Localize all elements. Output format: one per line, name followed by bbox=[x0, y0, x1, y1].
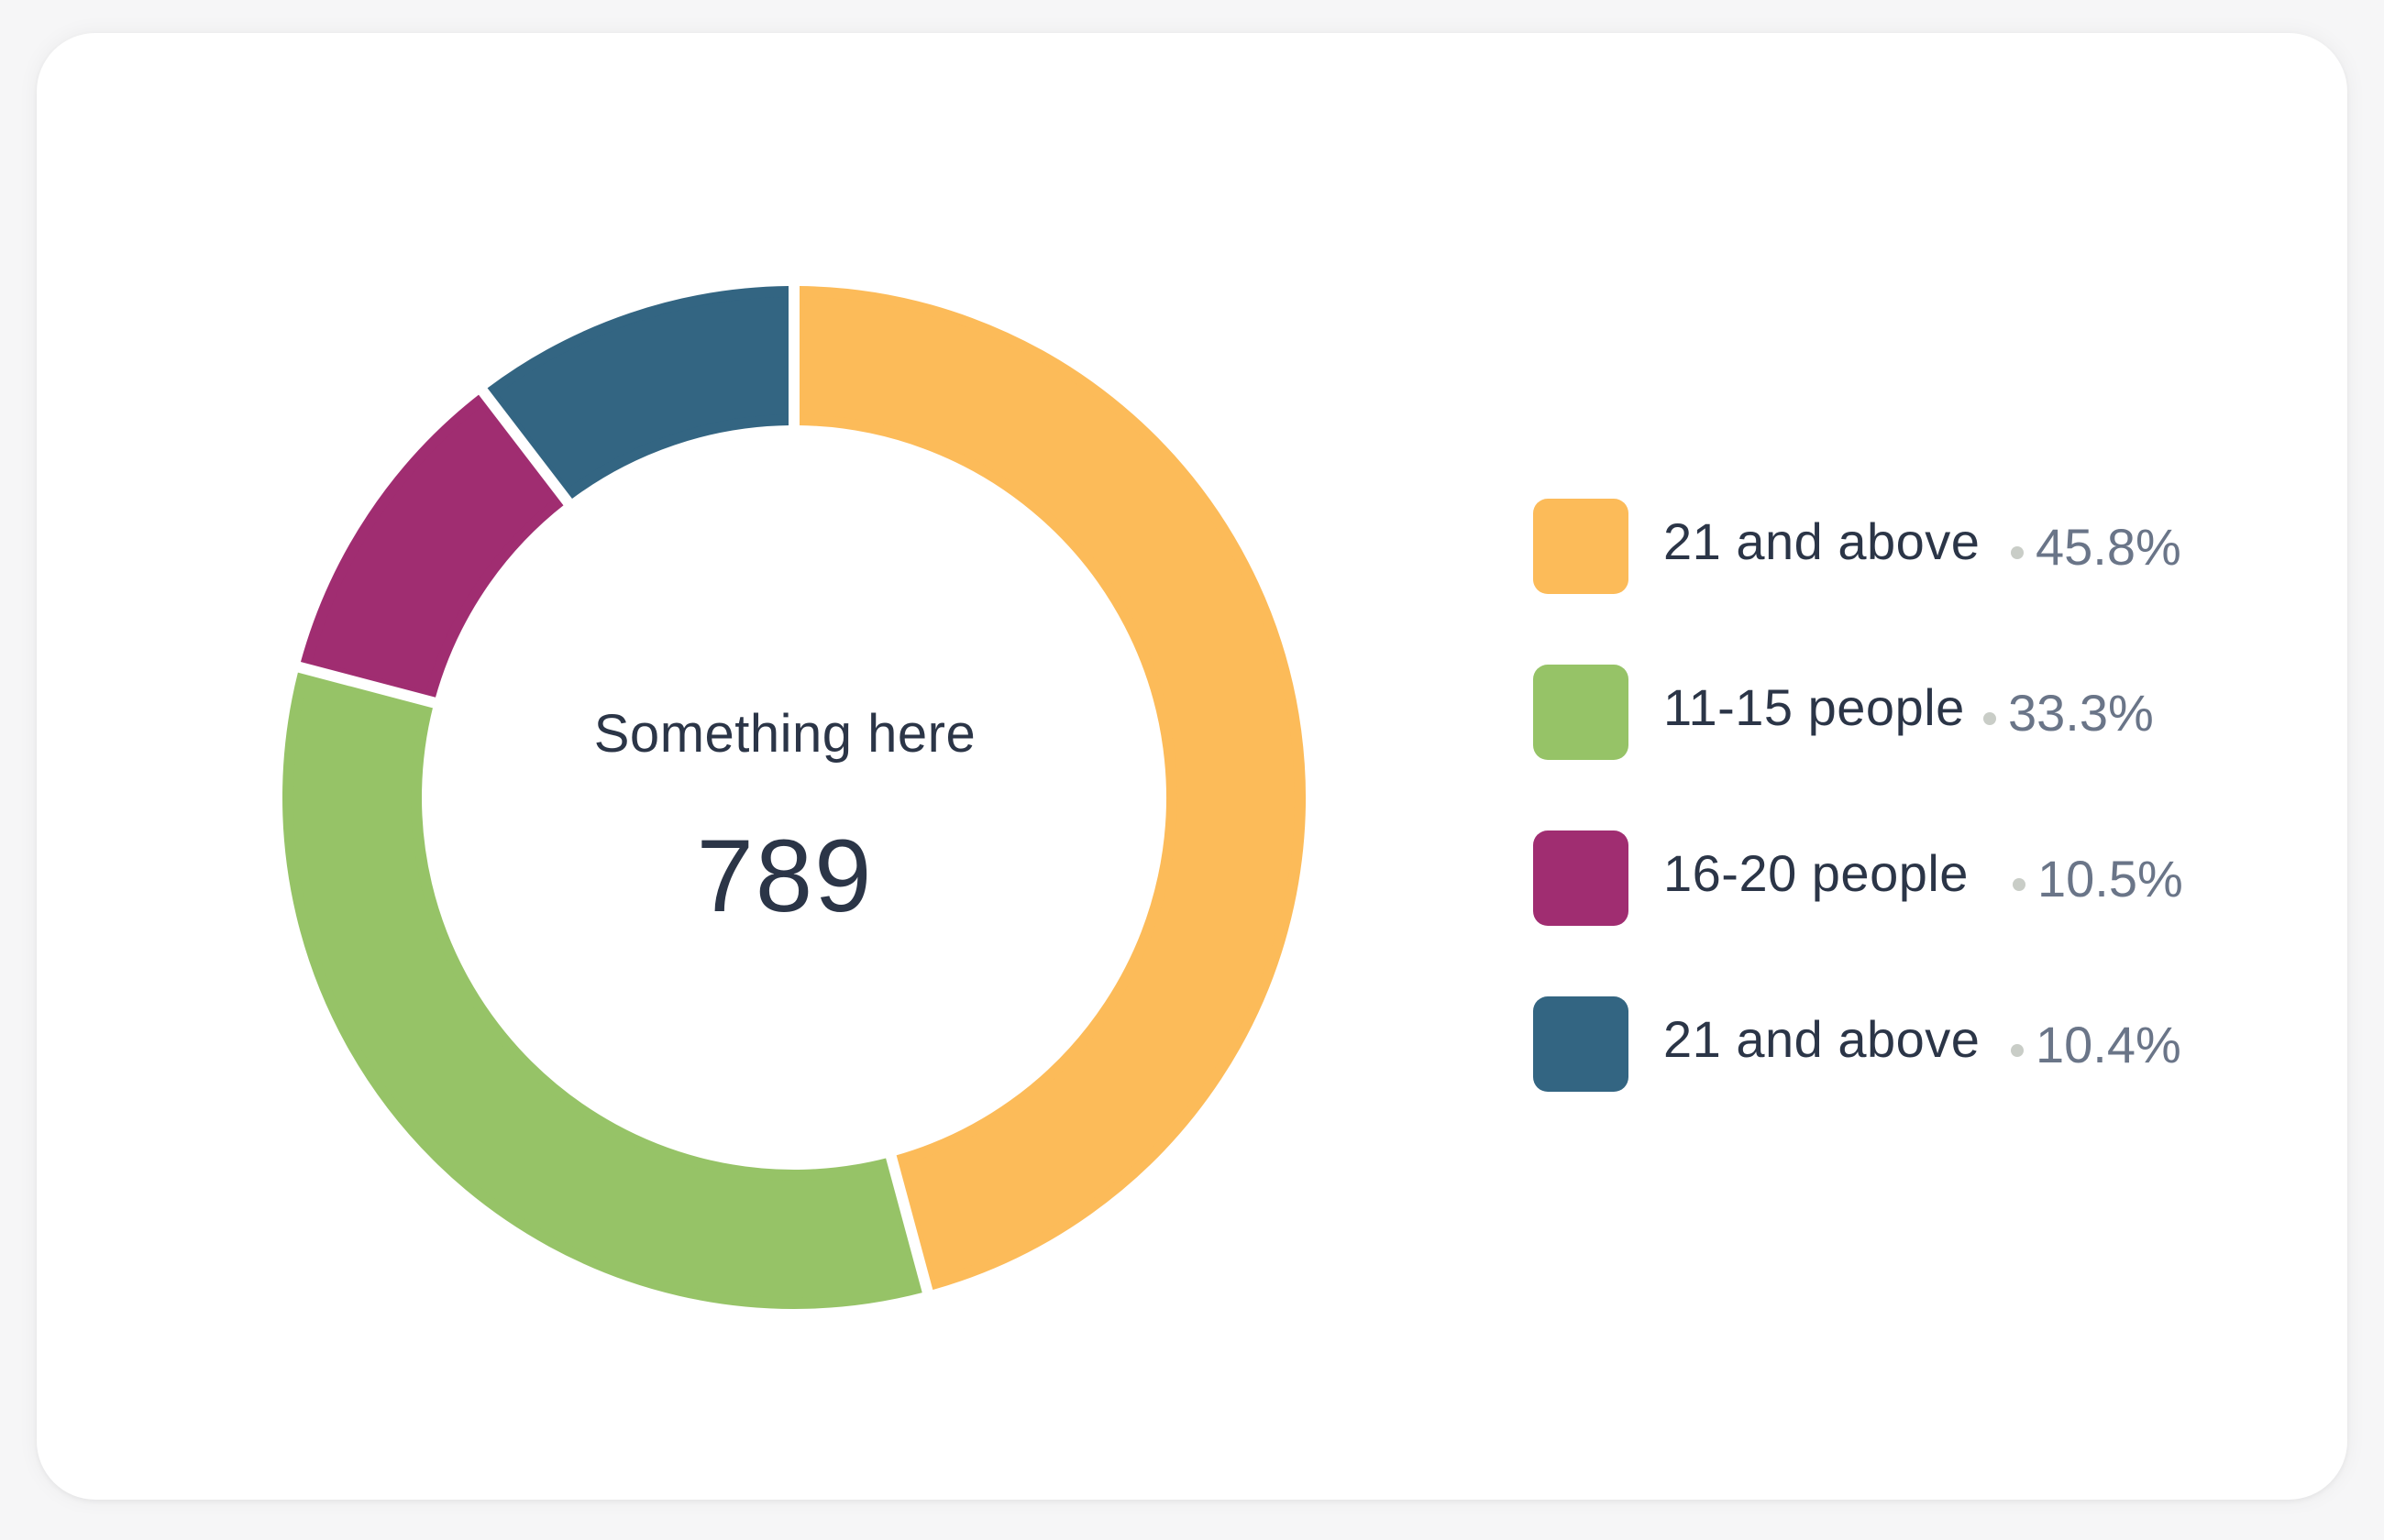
center-value: 789 bbox=[696, 819, 874, 933]
legend-item: 21 and above 10.4% bbox=[1533, 996, 2285, 1092]
legend-separator-dot bbox=[2013, 878, 2025, 891]
legend-swatch bbox=[1533, 665, 1628, 760]
donut-separator bbox=[475, 383, 576, 511]
legend-item: 21 and above 45.8% bbox=[1533, 499, 2285, 594]
legend-percentage: 45.8% bbox=[2036, 518, 2181, 576]
legend-item: 16-20 people 10.5% bbox=[1533, 830, 2285, 926]
legend-percentage: 33.3% bbox=[2008, 684, 2154, 742]
legend-percentage: 10.5% bbox=[2037, 850, 2183, 908]
donut-separator bbox=[884, 1150, 934, 1299]
donut-svg bbox=[282, 280, 1306, 1309]
legend-separator-dot bbox=[2011, 1044, 2024, 1057]
legend-separator-dot bbox=[1983, 712, 1996, 725]
donut-slice bbox=[282, 667, 927, 1309]
donut-chart: Something here 789 bbox=[37, 33, 2347, 1500]
legend-label: 11-15 people bbox=[1663, 678, 1965, 736]
legend-percentage: 10.4% bbox=[2036, 1016, 2181, 1073]
legend-swatch bbox=[1533, 996, 1628, 1092]
legend-label: 21 and above bbox=[1663, 512, 1981, 570]
legend-label: 21 and above bbox=[1663, 1010, 1981, 1068]
donut-slice bbox=[791, 286, 1306, 1291]
center-label: Something here bbox=[593, 704, 977, 764]
legend-item: 11-15 people 33.3% bbox=[1533, 665, 2285, 760]
chart-card: Something here 789 21 and above 45.8% 11… bbox=[37, 33, 2347, 1500]
legend-label: 16-20 people bbox=[1663, 844, 1969, 902]
legend-swatch bbox=[1533, 499, 1628, 594]
legend-swatch bbox=[1533, 830, 1628, 926]
legend-separator-dot bbox=[2011, 546, 2024, 559]
donut-separator bbox=[292, 660, 441, 710]
